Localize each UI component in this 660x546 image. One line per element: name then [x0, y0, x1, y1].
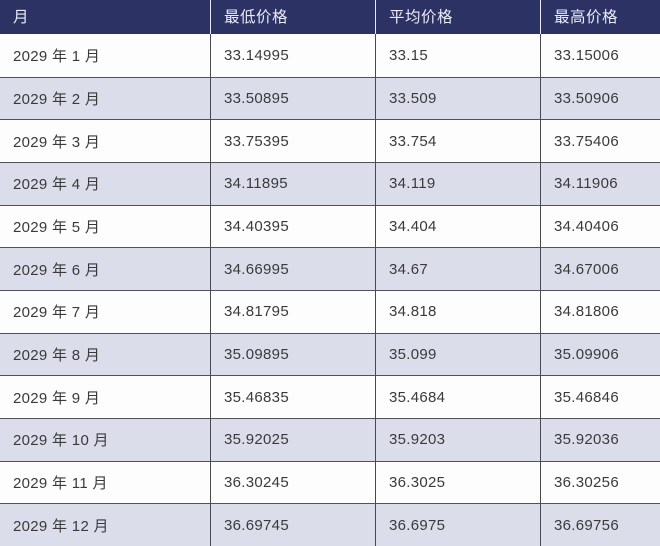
avg-price-cell: 36.6975: [375, 503, 540, 546]
table-row: 2029 年 11 月 36.30245 36.3025 36.30256: [0, 460, 660, 504]
month-cell: 2029 年 3 月: [0, 119, 210, 162]
avg-price-cell: 35.9203: [375, 417, 540, 461]
min-price-cell: 35.92025: [210, 417, 375, 461]
month-header: 月: [0, 0, 210, 34]
month-cell: 2029 年 9 月: [0, 375, 210, 418]
table-row: 2029 年 6 月 34.66995 34.67 34.67006: [0, 247, 660, 290]
avg-price-cell: 33.509: [375, 76, 540, 120]
max-price-cell: 34.11906: [540, 161, 660, 205]
max-price-cell: 34.81806: [540, 289, 660, 333]
min-price-cell: 33.50895: [210, 76, 375, 120]
table-row: 2029 年 12 月 36.69745 36.6975 36.69756: [0, 503, 660, 546]
header-row: 月 最低价格 平均价格 最高价格: [0, 0, 660, 34]
max-price-cell: 35.92036: [540, 417, 660, 461]
table-row: 2029 年 7 月 34.81795 34.818 34.81806: [0, 289, 660, 333]
min-price-cell: 34.66995: [210, 247, 375, 290]
month-cell: 2029 年 8 月: [0, 332, 210, 376]
month-cell: 2029 年 7 月: [0, 289, 210, 333]
avg-price-cell: 35.099: [375, 332, 540, 376]
min-price-cell: 34.81795: [210, 289, 375, 333]
min-price-cell: 33.14995: [210, 34, 375, 77]
max-price-cell: 36.30256: [540, 460, 660, 504]
table-row: 2029 年 8 月 35.09895 35.099 35.09906: [0, 332, 660, 376]
avg-price-cell: 34.67: [375, 247, 540, 290]
month-cell: 2029 年 5 月: [0, 204, 210, 248]
avg-price-cell: 36.3025: [375, 460, 540, 504]
table-row: 2029 年 5 月 34.40395 34.404 34.40406: [0, 204, 660, 248]
max-price-cell: 34.40406: [540, 204, 660, 248]
avg-price-cell: 33.754: [375, 119, 540, 162]
table-row: 2029 年 10 月 35.92025 35.9203 35.92036: [0, 417, 660, 461]
month-cell: 2029 年 6 月: [0, 247, 210, 290]
min-price-cell: 34.40395: [210, 204, 375, 248]
max-price-header: 最高价格: [540, 0, 660, 34]
avg-price-cell: 35.4684: [375, 375, 540, 418]
max-price-cell: 36.69756: [540, 503, 660, 546]
avg-price-header: 平均价格: [375, 0, 540, 34]
table-row: 2029 年 4 月 34.11895 34.119 34.11906: [0, 161, 660, 205]
table-row: 2029 年 2 月 33.50895 33.509 33.50906: [0, 76, 660, 120]
month-cell: 2029 年 12 月: [0, 503, 210, 546]
max-price-cell: 33.15006: [540, 34, 660, 77]
avg-price-cell: 34.404: [375, 204, 540, 248]
min-price-cell: 35.46835: [210, 375, 375, 418]
max-price-cell: 35.09906: [540, 332, 660, 376]
table-row: 2029 年 1 月 33.14995 33.15 33.15006: [0, 34, 660, 77]
max-price-cell: 33.75406: [540, 119, 660, 162]
month-cell: 2029 年 2 月: [0, 76, 210, 120]
table-body: 2029 年 1 月 33.14995 33.15 33.15006 2029 …: [0, 34, 660, 546]
avg-price-cell: 33.15: [375, 34, 540, 77]
table-row: 2029 年 9 月 35.46835 35.4684 35.46846: [0, 375, 660, 418]
month-cell: 2029 年 4 月: [0, 161, 210, 205]
min-price-cell: 33.75395: [210, 119, 375, 162]
max-price-cell: 34.67006: [540, 247, 660, 290]
min-price-cell: 36.30245: [210, 460, 375, 504]
month-cell: 2029 年 11 月: [0, 460, 210, 504]
max-price-cell: 35.46846: [540, 375, 660, 418]
table-row: 2029 年 3 月 33.75395 33.754 33.75406: [0, 119, 660, 162]
max-price-cell: 33.50906: [540, 76, 660, 120]
avg-price-cell: 34.119: [375, 161, 540, 205]
month-cell: 2029 年 10 月: [0, 417, 210, 461]
min-price-header: 最低价格: [210, 0, 375, 34]
min-price-cell: 35.09895: [210, 332, 375, 376]
min-price-cell: 34.11895: [210, 161, 375, 205]
table-header: 月 最低价格 平均价格 最高价格: [0, 0, 660, 34]
month-cell: 2029 年 1 月: [0, 34, 210, 77]
min-price-cell: 36.69745: [210, 503, 375, 546]
avg-price-cell: 34.818: [375, 289, 540, 333]
